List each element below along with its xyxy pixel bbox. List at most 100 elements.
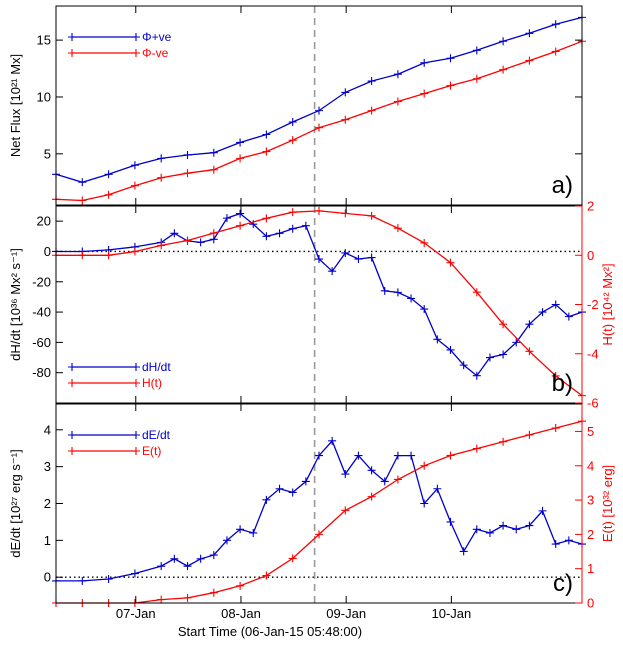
y-axis-label: Net Flux [10²¹ Mx] xyxy=(8,54,23,157)
data-point xyxy=(236,138,245,147)
data-point xyxy=(551,540,560,549)
y-axis-label-right: E(t) [10³² erg] xyxy=(600,465,615,542)
panel-label: a) xyxy=(552,172,573,199)
data-point xyxy=(472,288,481,297)
plot-frame xyxy=(55,5,583,206)
data-point xyxy=(393,451,402,460)
data-point xyxy=(446,517,455,526)
data-point xyxy=(78,576,87,585)
data-point xyxy=(420,499,429,508)
data-point xyxy=(170,229,179,238)
y-axis-label: dH/dt [10³⁶ Mx² s⁻¹] xyxy=(8,248,23,361)
legend-entry: H(t) xyxy=(68,376,162,390)
data-point xyxy=(196,238,205,247)
y-tick-label-right: 4 xyxy=(587,458,594,473)
data-point xyxy=(183,562,192,571)
data-point xyxy=(183,236,192,245)
legend-label: E(t) xyxy=(142,444,161,458)
data-point xyxy=(130,161,139,170)
data-point xyxy=(341,115,350,124)
legend-marker xyxy=(68,33,76,41)
y-tick-label: 0 xyxy=(44,244,51,259)
legend-label: Φ+ve xyxy=(142,30,172,44)
y-tick-label: 0 xyxy=(44,570,51,585)
y-tick-label: 3 xyxy=(44,459,51,474)
data-point xyxy=(78,251,87,260)
data-point xyxy=(288,488,297,497)
data-point xyxy=(262,130,271,139)
data-point xyxy=(551,300,560,309)
data-point xyxy=(512,525,521,534)
legend-marker xyxy=(68,363,76,371)
data-point xyxy=(393,97,402,106)
y-tick-label: 10 xyxy=(37,89,51,104)
data-point xyxy=(341,209,350,218)
data-point xyxy=(315,206,323,215)
data-point xyxy=(354,255,363,264)
data-point xyxy=(446,451,455,460)
x-tick-label: 08-Jan xyxy=(221,606,261,621)
data-point xyxy=(380,477,389,486)
data-point xyxy=(551,424,560,433)
data-point xyxy=(433,484,442,493)
data-point xyxy=(209,229,218,238)
data-point xyxy=(196,554,205,563)
data-point xyxy=(301,221,310,230)
data-point xyxy=(341,248,350,257)
data-point xyxy=(499,437,508,446)
data-point xyxy=(525,347,534,356)
data-point xyxy=(341,88,350,97)
data-point xyxy=(315,530,323,539)
data-point xyxy=(315,123,323,132)
data-point xyxy=(564,536,573,545)
data-point xyxy=(183,169,192,178)
data-point xyxy=(525,56,534,65)
series-3-1 xyxy=(52,436,586,585)
data-point xyxy=(209,165,218,174)
data-point xyxy=(288,554,297,563)
data-point xyxy=(275,484,284,493)
data-point xyxy=(472,371,481,380)
data-point xyxy=(315,255,323,264)
data-point xyxy=(420,238,429,247)
data-point xyxy=(525,521,534,530)
data-point xyxy=(236,221,245,230)
legend-marker xyxy=(68,447,76,455)
data-point xyxy=(446,81,455,90)
data-point xyxy=(236,209,245,218)
data-point xyxy=(288,117,297,126)
legend-label: H(t) xyxy=(142,376,162,390)
y-tick-label-right: 5 xyxy=(587,424,594,439)
panel-1: 5 10 15 Net Flux [10²¹ Mx] a) Φ+ve Φ-ve xyxy=(8,5,586,206)
data-point xyxy=(315,451,323,460)
data-point xyxy=(472,74,481,83)
legend-entry: dE/dt xyxy=(68,428,171,442)
data-point xyxy=(420,305,429,314)
data-point xyxy=(236,154,245,163)
y-tick-label: 15 xyxy=(37,33,51,48)
data-point xyxy=(367,466,376,475)
series-3-2 xyxy=(52,417,586,607)
y-tick-label-right: 1 xyxy=(587,561,594,576)
data-point xyxy=(420,89,429,98)
legend-entry: Φ+ve xyxy=(68,30,172,44)
y-tick-label: -20 xyxy=(32,274,51,289)
data-point xyxy=(446,345,455,354)
y-tick-label: 5 xyxy=(44,146,51,161)
data-point xyxy=(472,444,481,453)
data-point xyxy=(499,521,508,530)
x-tick-label: 07-Jan xyxy=(116,606,156,621)
y-tick-label-right: 2 xyxy=(587,199,594,214)
series-line xyxy=(56,210,583,397)
data-point xyxy=(538,308,547,317)
data-point xyxy=(170,554,179,563)
y-tick-label-right: 2 xyxy=(587,527,594,542)
data-point xyxy=(433,335,442,344)
data-point xyxy=(249,528,258,537)
series-line xyxy=(56,439,583,582)
data-point xyxy=(393,224,402,233)
legend-marker xyxy=(132,33,140,41)
